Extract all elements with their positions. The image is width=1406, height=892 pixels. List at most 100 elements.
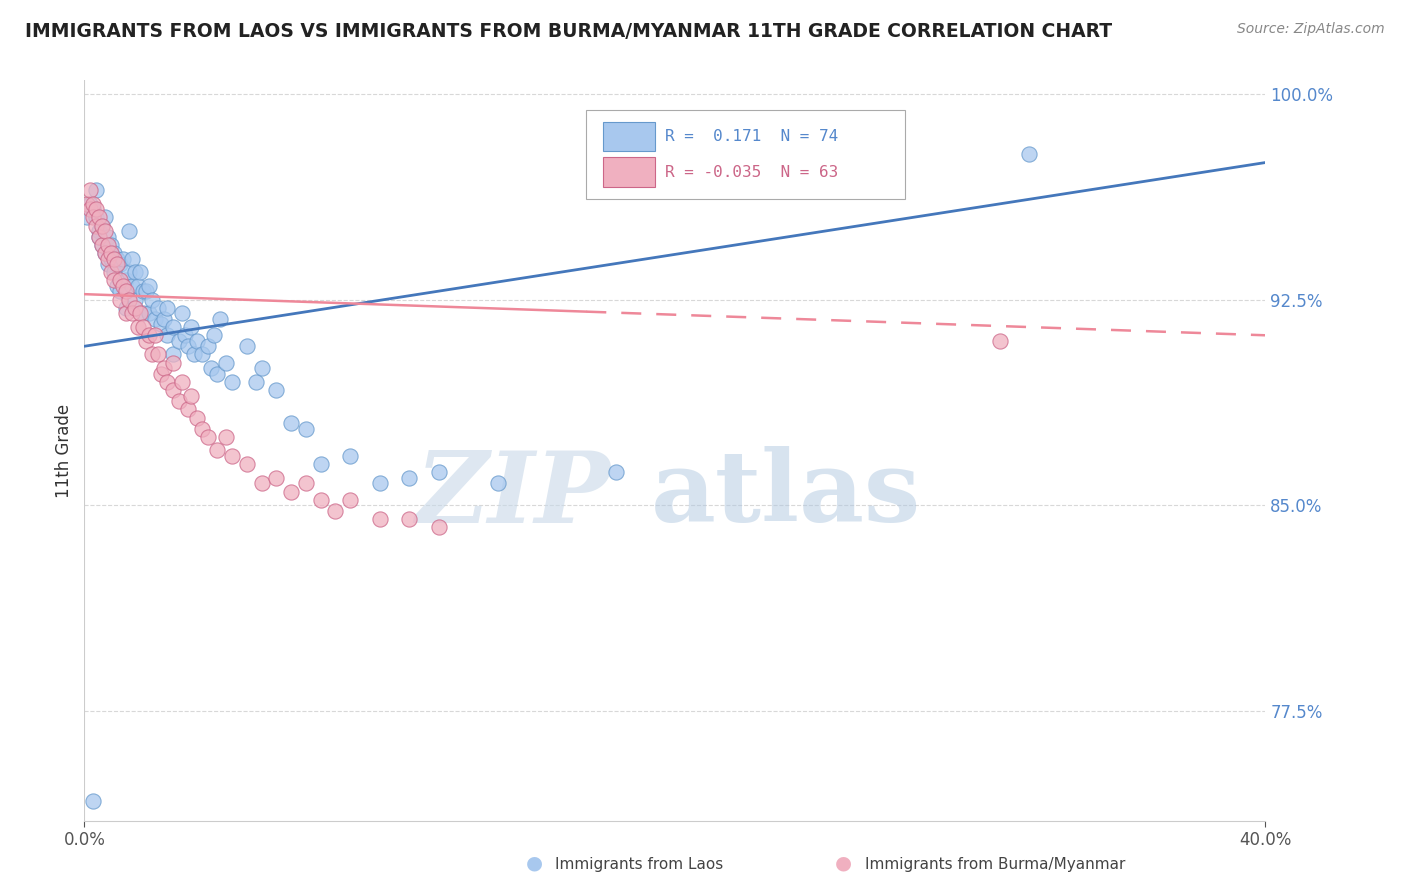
Point bbox=[105, 279, 128, 293]
Point bbox=[105, 252, 128, 266]
Point bbox=[114, 301, 136, 315]
Point bbox=[97, 257, 120, 271]
Text: R = -0.035  N = 63: R = -0.035 N = 63 bbox=[665, 165, 839, 179]
Point bbox=[103, 273, 125, 287]
Point bbox=[180, 389, 202, 403]
Point bbox=[84, 219, 107, 233]
Point bbox=[108, 273, 131, 287]
Point bbox=[177, 339, 200, 353]
Point bbox=[138, 306, 160, 320]
Point bbox=[250, 361, 273, 376]
Text: Immigrants from Burma/Myanmar: Immigrants from Burma/Myanmar bbox=[865, 857, 1125, 872]
Point bbox=[94, 211, 117, 225]
Point bbox=[207, 443, 229, 458]
Point bbox=[132, 320, 155, 334]
Point bbox=[79, 196, 101, 211]
Point bbox=[127, 320, 149, 334]
Point bbox=[173, 328, 195, 343]
Point bbox=[84, 183, 107, 197]
Point bbox=[150, 367, 173, 381]
Point bbox=[186, 410, 208, 425]
Point bbox=[114, 306, 136, 320]
Point bbox=[266, 471, 288, 485]
Point bbox=[215, 356, 238, 370]
Point bbox=[325, 504, 347, 518]
Text: IMMIGRANTS FROM LAOS VS IMMIGRANTS FROM BURMA/MYANMAR 11TH GRADE CORRELATION CHA: IMMIGRANTS FROM LAOS VS IMMIGRANTS FROM … bbox=[25, 22, 1112, 41]
Point bbox=[82, 202, 104, 216]
Point bbox=[221, 449, 243, 463]
Point bbox=[79, 183, 101, 197]
Point bbox=[162, 356, 184, 370]
Point bbox=[368, 476, 391, 491]
Point bbox=[108, 257, 131, 271]
Point bbox=[124, 301, 146, 315]
Point bbox=[143, 311, 166, 326]
Text: ●: ● bbox=[835, 854, 852, 872]
Point bbox=[129, 265, 152, 279]
Point bbox=[82, 196, 104, 211]
Point bbox=[135, 334, 157, 348]
Point bbox=[141, 347, 163, 361]
Point bbox=[486, 476, 509, 491]
Point bbox=[143, 328, 166, 343]
Point bbox=[121, 252, 143, 266]
Point bbox=[108, 285, 131, 299]
Point bbox=[150, 318, 173, 332]
Point bbox=[236, 457, 259, 471]
FancyBboxPatch shape bbox=[603, 121, 655, 152]
Point bbox=[207, 367, 229, 381]
Point bbox=[427, 466, 450, 480]
Point bbox=[197, 339, 219, 353]
Point bbox=[605, 466, 627, 480]
Point bbox=[87, 211, 111, 225]
Point bbox=[141, 293, 163, 307]
Point bbox=[94, 246, 117, 260]
Point bbox=[118, 265, 141, 279]
Point bbox=[114, 273, 136, 287]
Point bbox=[108, 293, 131, 307]
Point bbox=[180, 320, 202, 334]
Point bbox=[153, 361, 176, 376]
Point bbox=[398, 471, 420, 485]
Point bbox=[91, 219, 114, 233]
Point bbox=[162, 383, 184, 397]
Point bbox=[100, 265, 122, 279]
Point bbox=[87, 224, 111, 238]
Point bbox=[309, 492, 332, 507]
Point bbox=[197, 430, 219, 444]
Point bbox=[177, 402, 200, 417]
Point bbox=[156, 375, 179, 389]
Point bbox=[339, 492, 361, 507]
Point bbox=[84, 202, 107, 216]
Point bbox=[132, 306, 155, 320]
Point bbox=[250, 476, 273, 491]
Point bbox=[266, 383, 288, 397]
FancyBboxPatch shape bbox=[603, 157, 655, 187]
Point bbox=[121, 306, 143, 320]
Text: ●: ● bbox=[526, 854, 543, 872]
Point bbox=[202, 328, 225, 343]
Point bbox=[1018, 147, 1040, 161]
Point bbox=[111, 279, 134, 293]
Point bbox=[82, 211, 104, 225]
Point bbox=[121, 279, 143, 293]
Point bbox=[91, 237, 114, 252]
Point bbox=[100, 252, 122, 266]
Point bbox=[236, 339, 259, 353]
Point bbox=[280, 484, 302, 499]
Point bbox=[295, 421, 318, 435]
Point bbox=[87, 229, 111, 244]
Y-axis label: 11th Grade: 11th Grade bbox=[55, 403, 73, 498]
Point bbox=[118, 224, 141, 238]
Point bbox=[97, 229, 120, 244]
Point bbox=[148, 347, 170, 361]
Point bbox=[87, 229, 111, 244]
Point bbox=[295, 476, 318, 491]
Point bbox=[167, 394, 190, 409]
FancyBboxPatch shape bbox=[586, 110, 905, 199]
Point bbox=[209, 311, 232, 326]
Point bbox=[215, 430, 238, 444]
Point bbox=[132, 285, 155, 299]
Point bbox=[183, 347, 205, 361]
Point bbox=[76, 211, 98, 225]
